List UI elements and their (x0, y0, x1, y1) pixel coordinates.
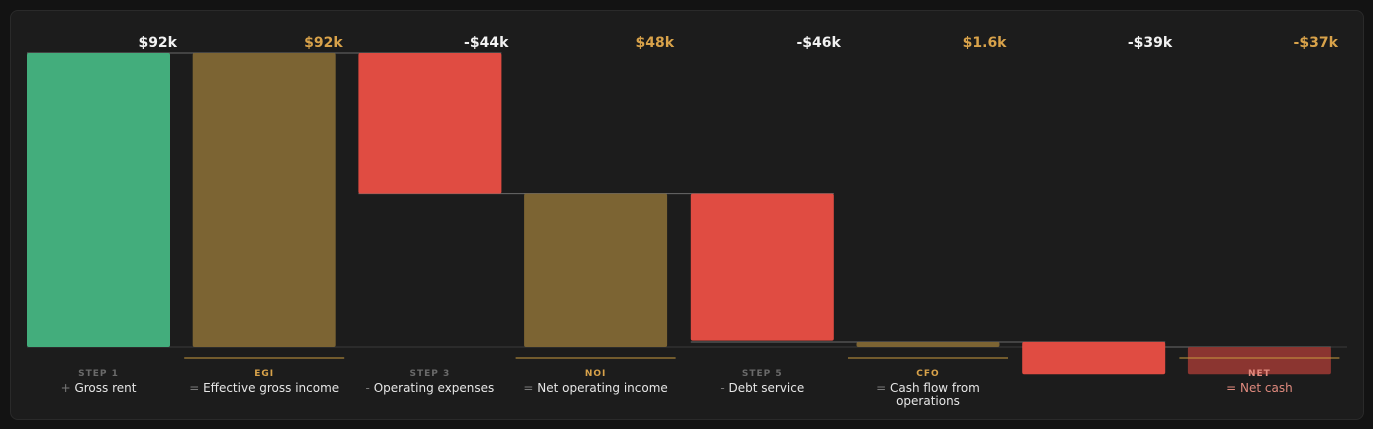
step-label: EGI (254, 369, 274, 379)
step-label: STEP 3 (410, 369, 451, 379)
category-name-text: Gross rent (74, 381, 136, 395)
waterfall-bar (192, 53, 336, 347)
step-label: NET (1248, 369, 1271, 379)
category-name: - Debt service (720, 381, 804, 395)
value-label: -$37k (1294, 35, 1339, 51)
step-label: STEP 5 (742, 369, 783, 379)
operator-symbol: - (720, 381, 728, 395)
waterfall-bar (856, 342, 1000, 347)
category-name: = Effective gross income (189, 381, 339, 395)
operator-symbol: = (1226, 381, 1240, 395)
operator-symbol: - (366, 381, 374, 395)
operator-symbol: = (189, 381, 203, 395)
category-name: - Operating expenses (366, 381, 495, 395)
category-name: operations (896, 394, 960, 408)
category-name-text: Net cash (1240, 381, 1293, 395)
operator-symbol: = (523, 381, 537, 395)
category-name-text: Effective gross income (203, 381, 339, 395)
category-name-text: Net operating income (537, 381, 668, 395)
value-label: $92k (304, 35, 343, 51)
category-name: = Net cash (1226, 381, 1293, 395)
value-label: $92k (138, 35, 177, 51)
category-name-text: Debt service (729, 381, 805, 395)
waterfall-bar (690, 193, 834, 341)
waterfall-chart: $92k $92k -$44k $48k -$46k $1.6k -$39k -$37k STE… (27, 35, 1347, 408)
category-name: = Cash flow from (876, 381, 980, 395)
step-label: STEP 1 (78, 369, 119, 379)
category-name-text: Operating expenses (374, 381, 495, 395)
value-label: -$39k (1128, 35, 1173, 51)
operator-symbol: + (61, 381, 75, 395)
waterfall-bar (358, 53, 502, 194)
value-label: $1.6k (963, 35, 1008, 51)
operator-symbol: = (876, 381, 890, 395)
value-label: $48k (636, 35, 675, 51)
waterfall-bar (524, 193, 668, 347)
value-label: -$46k (796, 35, 841, 51)
category-name-text: Cash flow from (890, 381, 980, 395)
waterfall-bar (27, 53, 170, 347)
category-name: + Gross rent (61, 381, 137, 395)
waterfall-bar (1187, 347, 1331, 375)
step-label: NOI (585, 369, 607, 379)
value-label: -$44k (464, 35, 509, 51)
waterfall-bar (1022, 341, 1166, 375)
step-label: CFO (916, 369, 939, 379)
category-name: = Net operating income (523, 381, 667, 395)
waterfall-chart-panel: $92k $92k -$44k $48k -$46k $1.6k -$39k -$37k STE… (10, 10, 1364, 420)
